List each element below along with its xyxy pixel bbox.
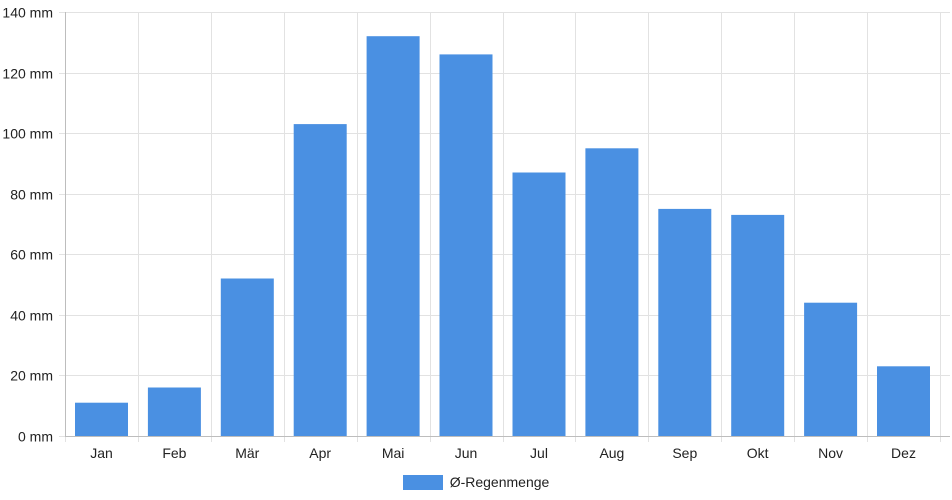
x-tick-label: Feb: [162, 445, 186, 461]
bar-nov[interactable]: [804, 302, 858, 436]
x-tick-label: Nov: [818, 445, 843, 461]
bars: [75, 36, 930, 437]
x-tick-label: Jun: [455, 445, 478, 461]
y-tick-label: 40 mm: [10, 308, 53, 324]
axes: [65, 12, 950, 437]
y-tick-label: 20 mm: [10, 368, 53, 384]
bar-mai[interactable]: [366, 36, 420, 436]
x-tick-label: Aug: [599, 445, 624, 461]
y-tick-label: 140 mm: [2, 5, 53, 21]
x-tick-label: Dez: [891, 445, 916, 461]
bar-apr[interactable]: [293, 124, 347, 436]
bar-chart: 0 mm 20 mm 40 mm 60 mm 80 mm 100 mm 120 mm 140 …: [2, 5, 950, 461]
x-tick-label: Mär: [235, 445, 259, 461]
bar-jun[interactable]: [439, 54, 493, 437]
y-tick-label: 100 mm: [2, 126, 53, 142]
grid-lines: [59, 12, 950, 442]
bar-aug[interactable]: [585, 148, 639, 437]
x-tick-label: Sep: [672, 445, 697, 461]
x-tick-label: Mai: [382, 445, 405, 461]
bar-mär[interactable]: [220, 278, 274, 437]
x-tick-label: Okt: [747, 445, 769, 461]
legend[interactable]: Ø-Regenmenge: [0, 470, 952, 494]
bar-jan[interactable]: [75, 402, 128, 436]
x-tick-label: Jul: [530, 445, 548, 461]
bar-sep[interactable]: [658, 208, 712, 436]
y-tick-label: 60 mm: [10, 247, 53, 263]
y-tick-label: 0 mm: [18, 429, 53, 445]
x-tick-label: Jan: [90, 445, 113, 461]
bar-jul[interactable]: [512, 172, 566, 437]
y-tick-label: 80 mm: [10, 187, 53, 203]
y-axis-tick-labels: 0 mm 20 mm 40 mm 60 mm 80 mm 100 mm 120 mm 140 …: [2, 5, 53, 445]
x-tick-label: Apr: [309, 445, 331, 461]
legend-label: Ø-Regenmenge: [449, 474, 550, 490]
legend-swatch: [402, 474, 443, 490]
bar-okt[interactable]: [731, 214, 785, 436]
bar-feb[interactable]: [147, 387, 201, 437]
y-tick-label: 120 mm: [2, 66, 53, 82]
bar-dez[interactable]: [877, 366, 930, 436]
x-axis-tick-labels: Jan Feb Mär Apr Mai Jun Jul Aug Sep Okt Nov Dez: [90, 445, 916, 461]
